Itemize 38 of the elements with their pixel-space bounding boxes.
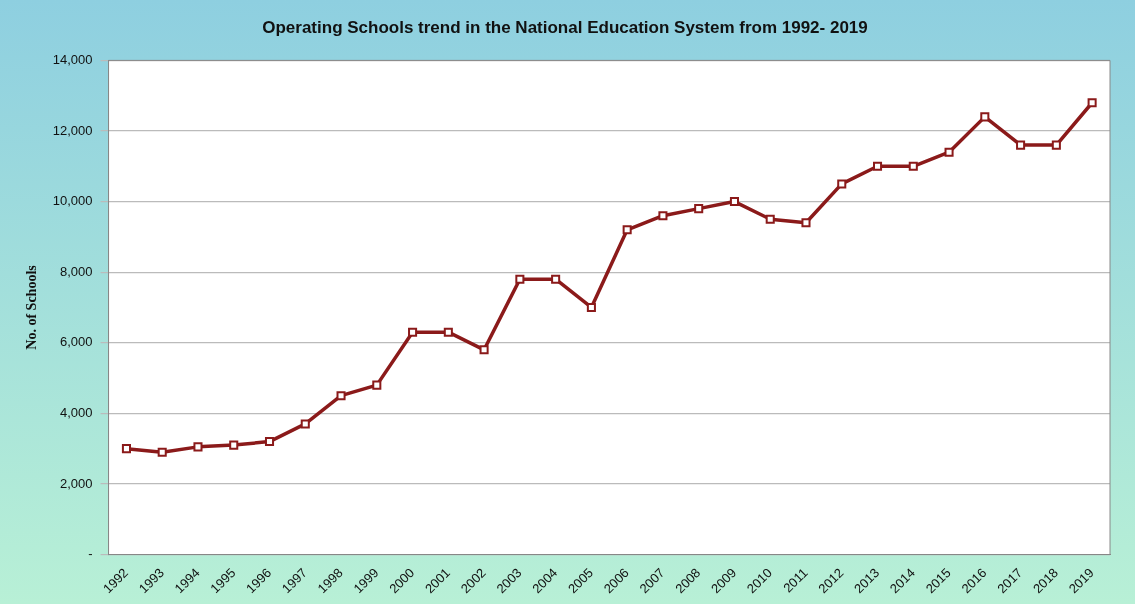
y-tick-label: 4,000: [60, 404, 93, 420]
point: [157, 447, 167, 457]
y-axis-title: No. of Schools: [24, 264, 40, 350]
point: [372, 380, 382, 390]
point: [551, 274, 561, 284]
point: [872, 161, 883, 171]
point: [229, 440, 239, 450]
point: [944, 147, 954, 157]
y-tick-label: 14,000: [52, 51, 93, 67]
point: [1051, 140, 1061, 150]
point: [264, 437, 275, 447]
point: [837, 179, 847, 189]
point: [801, 218, 811, 228]
point: [980, 112, 990, 122]
y-tick-label: 6,000: [60, 334, 93, 350]
point: [443, 327, 453, 337]
y-tick-label: 8,000: [60, 263, 93, 279]
point: [121, 444, 131, 454]
point: [336, 391, 346, 401]
y-tick-label: 10,000: [52, 193, 93, 209]
point: [515, 274, 525, 284]
chart-title: Operating Schools trend in the National Education System from 1992- 2019: [262, 17, 868, 37]
point: [694, 204, 704, 214]
y-tick-label: 2,000: [60, 475, 93, 491]
point: [586, 302, 596, 312]
y-tick-label: -: [88, 546, 93, 562]
point: [408, 327, 418, 337]
y-tick-label: 12,000: [52, 122, 93, 138]
point: [1087, 98, 1097, 108]
point: [729, 197, 739, 207]
point: [300, 419, 310, 429]
point: [193, 442, 203, 452]
point: [622, 225, 632, 235]
point: [908, 161, 918, 171]
point: [765, 214, 775, 224]
point: [658, 211, 668, 221]
point: [479, 345, 489, 355]
point: [1016, 140, 1026, 150]
